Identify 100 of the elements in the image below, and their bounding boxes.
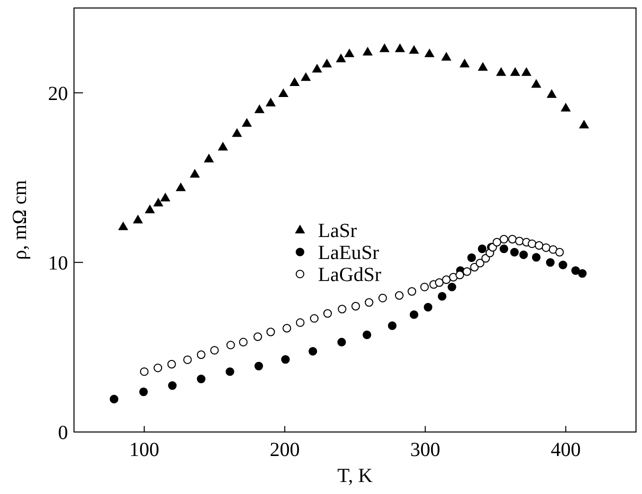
point (336, 54, 346, 62)
legend-label: LaGdSr (318, 264, 382, 286)
x-axis-title: T, K (337, 465, 374, 487)
point (301, 72, 311, 81)
point (558, 260, 568, 270)
point (196, 374, 206, 384)
point (435, 278, 444, 287)
point (242, 118, 252, 127)
point (266, 328, 275, 336)
point (322, 59, 332, 68)
legend-label: LaSr (318, 220, 358, 242)
point (500, 244, 508, 254)
point (547, 90, 556, 98)
point (515, 236, 524, 246)
point (532, 253, 541, 262)
y-tick-label: 0 (58, 422, 68, 444)
x-tick-label: 300 (410, 439, 440, 461)
point (167, 360, 176, 368)
point (442, 275, 451, 284)
point (420, 282, 429, 292)
point (290, 78, 300, 86)
point (492, 238, 502, 247)
point (448, 282, 456, 292)
point (351, 302, 360, 310)
point (510, 68, 520, 76)
point (555, 248, 564, 257)
point (218, 142, 228, 150)
point (239, 338, 248, 346)
point (528, 239, 536, 248)
point (496, 68, 506, 76)
point (133, 215, 143, 224)
point (362, 330, 372, 340)
point (338, 304, 346, 314)
point (478, 244, 486, 254)
point (168, 381, 177, 390)
point (281, 355, 290, 364)
point (312, 64, 322, 72)
point (232, 128, 242, 137)
point (456, 270, 464, 280)
point (190, 169, 200, 178)
point (378, 294, 387, 302)
point (380, 44, 390, 52)
point (395, 44, 405, 52)
point (510, 248, 519, 257)
y-tick-label: 20 (48, 82, 68, 105)
point (424, 48, 434, 58)
point (476, 258, 484, 268)
point (140, 367, 149, 376)
point (571, 266, 580, 275)
point (139, 388, 148, 396)
point (410, 310, 418, 319)
point (226, 367, 234, 376)
x-tick-label: 200 (270, 439, 300, 461)
point (118, 222, 128, 230)
point (204, 154, 214, 162)
point (542, 243, 550, 252)
y-axis-title: ρ, mΩ cm (9, 180, 31, 260)
point (282, 324, 292, 333)
point (460, 59, 470, 68)
point (578, 269, 587, 278)
point (424, 302, 432, 312)
point (254, 104, 264, 114)
point (534, 241, 544, 250)
point (254, 362, 264, 370)
point (532, 79, 541, 88)
point (409, 46, 419, 54)
point (183, 355, 192, 364)
point (337, 338, 346, 346)
point (548, 245, 558, 254)
point (408, 287, 416, 296)
point (481, 254, 490, 263)
point (110, 394, 118, 404)
point (500, 234, 508, 244)
point (522, 68, 532, 76)
y-tick-label: 10 (48, 252, 68, 274)
point (344, 48, 354, 58)
point (442, 52, 452, 61)
point (296, 318, 305, 327)
point (388, 321, 397, 330)
point (145, 204, 155, 214)
x-tick-label: 100 (129, 439, 160, 461)
point (546, 258, 555, 267)
point (154, 198, 163, 206)
point (467, 253, 476, 262)
point (196, 350, 206, 359)
point (176, 182, 186, 192)
point (362, 47, 372, 56)
point (394, 291, 404, 300)
point (462, 267, 472, 276)
point (579, 120, 589, 128)
point (160, 193, 170, 202)
point (508, 234, 517, 244)
point (470, 262, 479, 272)
point (266, 98, 276, 106)
point (519, 250, 528, 260)
point (438, 292, 446, 301)
point (310, 314, 319, 323)
point (210, 346, 219, 355)
point (478, 62, 488, 71)
legend-label: LaEuSr (318, 242, 380, 264)
